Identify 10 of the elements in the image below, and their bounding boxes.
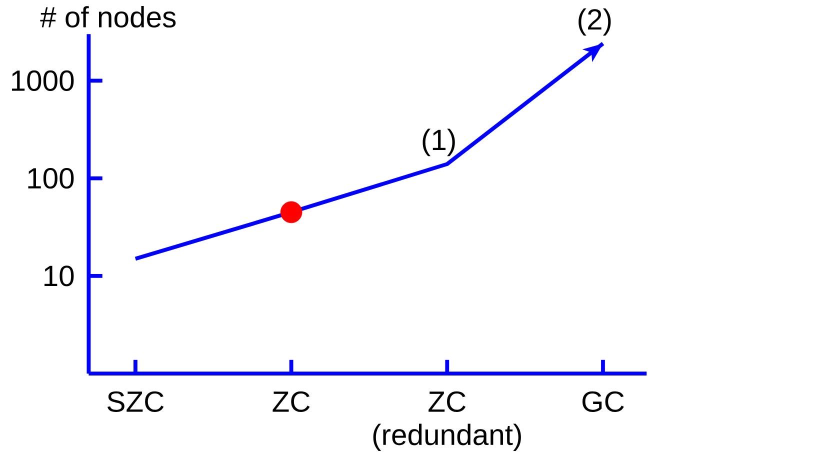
x-tick-label: GC (582, 391, 624, 412)
y-tick-label: 100 (28, 168, 74, 189)
annotation: (2) (578, 8, 611, 36)
x-tick-label: ZC (redundant) (373, 391, 521, 451)
y-tick-label: 10 (44, 266, 74, 286)
annotation: (1) (422, 128, 455, 156)
x-tick-label: SZC (108, 391, 164, 412)
y-axis-title: # of nodes (40, 6, 176, 28)
y-tick-label: 1000 (12, 70, 74, 92)
x-tick-label: ZC (272, 391, 310, 412)
